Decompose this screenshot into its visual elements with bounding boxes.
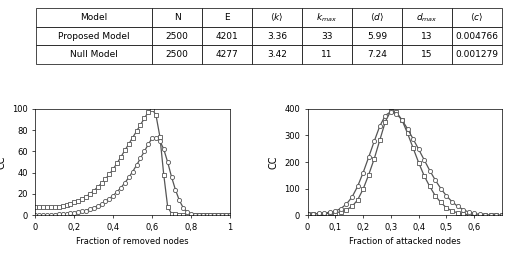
X-axis label: Fraction of removed nodes: Fraction of removed nodes bbox=[77, 238, 189, 246]
X-axis label: Fraction of attacked nodes: Fraction of attacked nodes bbox=[349, 238, 461, 246]
Y-axis label: CC: CC bbox=[269, 155, 278, 169]
Y-axis label: CC: CC bbox=[0, 155, 7, 169]
